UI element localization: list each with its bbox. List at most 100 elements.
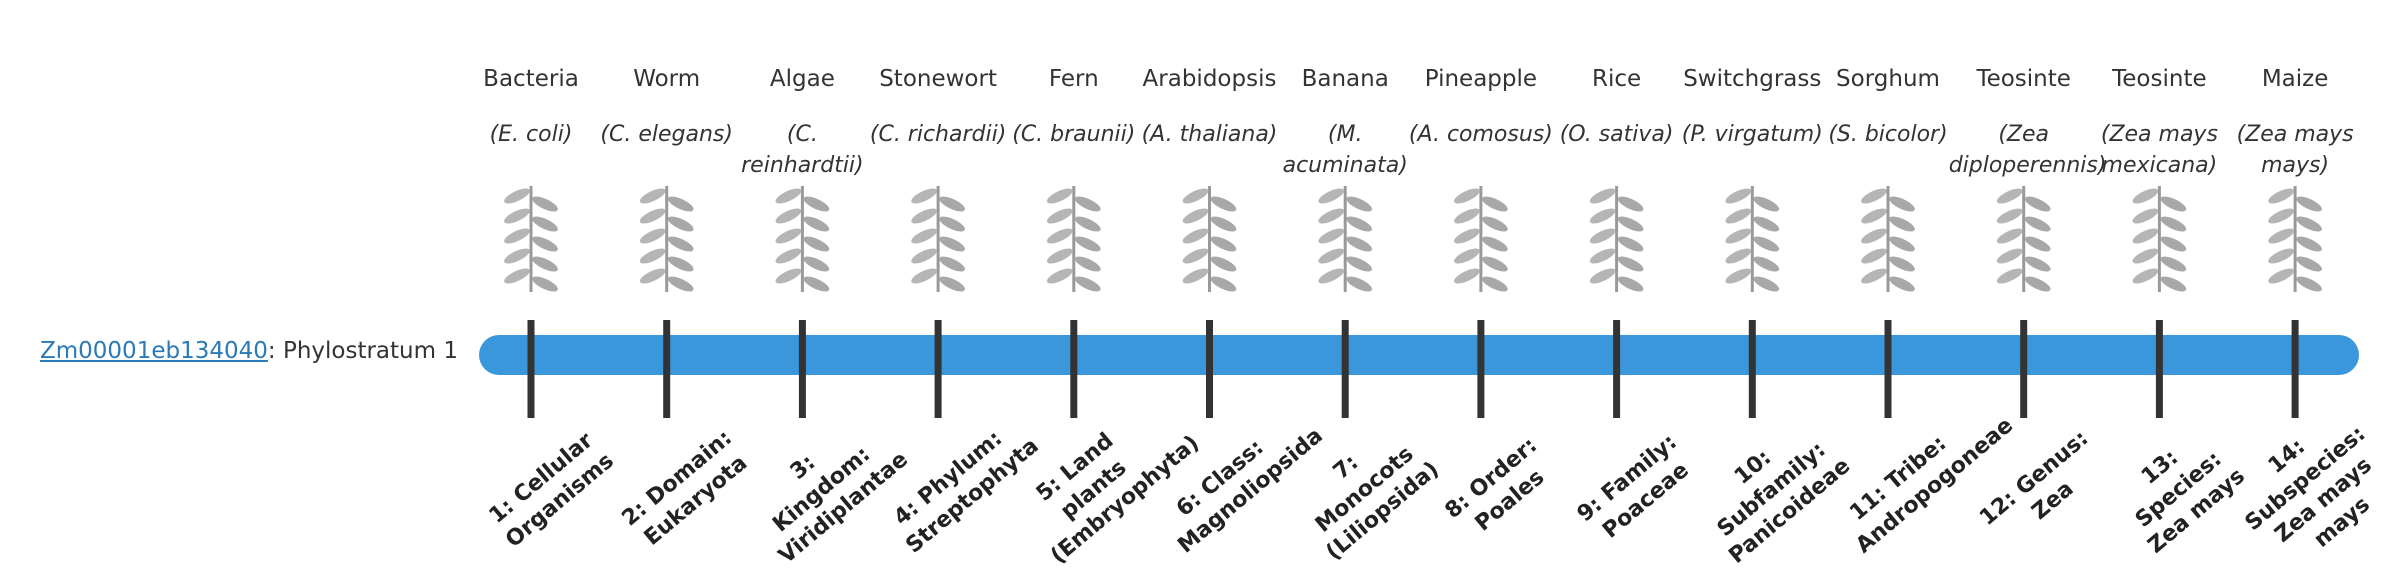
organism-illustration	[1861, 186, 1915, 292]
scientific-name: (A. thaliana)	[1141, 122, 1278, 147]
leaf	[1046, 248, 1073, 264]
leaf	[639, 208, 666, 224]
organism-illustration	[2268, 186, 2322, 292]
leaf	[1454, 268, 1480, 284]
scientific-name: (S. bicolor)	[1828, 122, 1948, 147]
leaf	[1725, 248, 1752, 264]
leaf	[775, 248, 802, 264]
leaf	[1725, 208, 1752, 224]
leaf	[1182, 208, 1209, 224]
leaf	[1346, 236, 1373, 252]
organism-name: Maize	[2261, 66, 2329, 92]
leaf	[504, 208, 530, 224]
scientific-name: (Zea diploperennis)	[1948, 122, 2107, 178]
leaf	[803, 216, 830, 232]
gene-label: Zm00001eb134040: Phylostratum 1	[40, 338, 458, 364]
leaf	[1589, 188, 1616, 204]
leaf	[1889, 216, 1915, 232]
scientific-name: (C. elegans)	[600, 122, 733, 147]
leaf	[1210, 276, 1237, 292]
leaf	[1753, 276, 1780, 292]
leaf	[504, 188, 530, 204]
leaf	[667, 236, 694, 252]
leaf	[1725, 188, 1752, 204]
leaf	[911, 268, 937, 284]
gene-suffix: : Phylostratum 1	[267, 338, 458, 364]
leaf	[1210, 236, 1237, 252]
leaf	[2268, 188, 2294, 204]
scientific-name: (C. reinhardtii)	[741, 122, 864, 178]
leaf	[1182, 248, 1209, 264]
leaf	[1210, 196, 1237, 212]
leaf	[2160, 236, 2187, 252]
leaf	[803, 276, 830, 292]
scientific-name: (Zea mays mays)	[2236, 122, 2354, 178]
leaf	[504, 268, 530, 284]
leaf	[775, 268, 802, 284]
organism-name: Sorghum	[1836, 66, 1940, 92]
leaf	[532, 216, 558, 232]
leaf	[1996, 188, 2023, 204]
scientific-name: (A. comosus)	[1408, 122, 1553, 147]
leaf	[1589, 208, 1616, 224]
leaf	[504, 228, 530, 244]
leaf	[1861, 268, 1887, 284]
leaf	[803, 236, 830, 252]
leaf	[939, 236, 965, 252]
leaf	[2024, 196, 2051, 212]
leaf	[1617, 236, 1644, 252]
leaf	[1753, 216, 1780, 232]
leaf	[2296, 276, 2322, 292]
timeline-bar	[479, 335, 2359, 375]
leaf	[1617, 216, 1644, 232]
leaf	[1861, 188, 1887, 204]
leaf	[1046, 188, 1073, 204]
leaf	[1753, 196, 1780, 212]
leaf	[2296, 196, 2322, 212]
organism-illustration	[1318, 186, 1373, 292]
leaf	[1046, 268, 1073, 284]
leaf	[1210, 216, 1237, 232]
organism-illustration	[639, 186, 694, 292]
leaf	[1046, 228, 1073, 244]
scientific-name: (C. braunii)	[1012, 122, 1136, 147]
leaf	[1889, 256, 1915, 272]
leaf	[1346, 216, 1373, 232]
leaf	[1589, 268, 1616, 284]
scientific-name: (P. virgatum)	[1681, 122, 1823, 147]
leaf	[1861, 228, 1887, 244]
leaf	[532, 196, 558, 212]
leaf	[1861, 248, 1887, 264]
scientific-name: (E. coli)	[489, 122, 573, 147]
leaf	[1346, 256, 1373, 272]
leaf	[911, 248, 937, 264]
leaf	[2268, 248, 2294, 264]
leaf	[1210, 256, 1237, 272]
leaf	[1617, 196, 1644, 212]
organism-name: Fern	[1048, 66, 1099, 92]
leaf	[2132, 188, 2159, 204]
leaf	[1454, 188, 1480, 204]
leaf	[803, 256, 830, 272]
leaf	[1482, 276, 1508, 292]
leaf	[1996, 208, 2023, 224]
leaf	[1182, 268, 1209, 284]
scientific-name: (M. acuminata)	[1282, 122, 1408, 178]
leaf	[939, 196, 965, 212]
organism-name: Banana	[1301, 66, 1389, 92]
leaf	[1074, 236, 1101, 252]
leaf	[2160, 256, 2187, 272]
leaf	[1617, 276, 1644, 292]
leaf	[532, 276, 558, 292]
organism-name: Bacteria	[483, 66, 579, 92]
leaf	[911, 188, 937, 204]
leaf	[1346, 276, 1373, 292]
organism-illustration	[504, 186, 558, 292]
leaf	[775, 208, 802, 224]
leaf	[1074, 216, 1101, 232]
leaf	[1318, 208, 1345, 224]
gene-link[interactable]: Zm00001eb134040	[40, 338, 268, 364]
leaf	[2024, 216, 2051, 232]
